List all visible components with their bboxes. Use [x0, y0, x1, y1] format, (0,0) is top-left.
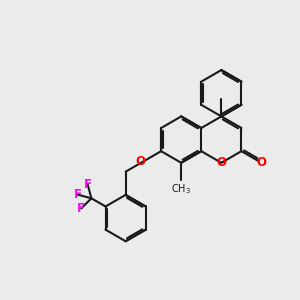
Text: O: O: [257, 155, 267, 169]
Text: F: F: [74, 188, 82, 201]
Text: CH$_3$: CH$_3$: [171, 182, 191, 196]
Text: F: F: [84, 178, 92, 191]
Text: F: F: [77, 202, 85, 215]
Text: O: O: [216, 156, 226, 169]
Text: O: O: [135, 155, 145, 168]
